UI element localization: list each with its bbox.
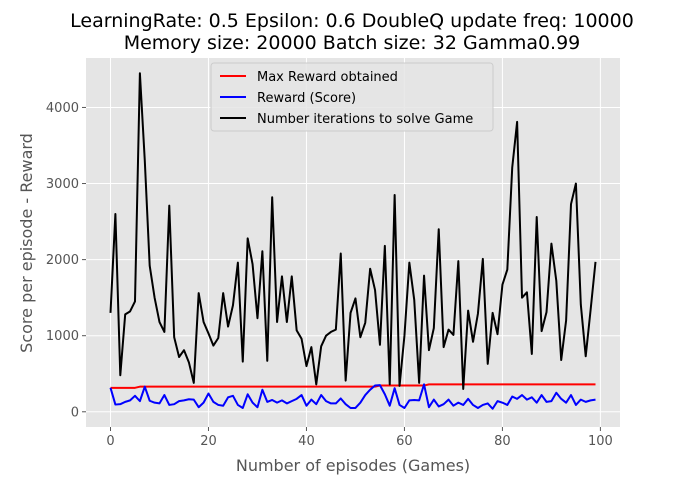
series-lines [109, 72, 597, 410]
x-axis-label: Number of episodes (Games) [236, 456, 470, 475]
y-tick-label: 3000 [46, 177, 79, 192]
legend-label-iterations: Number iterations to solve Game [257, 112, 473, 127]
legend-label-reward-score: Reward (Score) [257, 91, 356, 106]
series-iterations-line [109, 72, 597, 390]
y-tick-label: 1000 [46, 329, 79, 344]
series-reward-score-line [109, 383, 596, 410]
x-tick-label: 100 [588, 434, 613, 449]
y-axis-label: Score per episode - Reward [17, 133, 36, 353]
legend: Max Reward obtained Reward (Score) Numbe… [210, 62, 494, 132]
y-tick-label: 2000 [46, 253, 79, 268]
legend-label-max-reward: Max Reward obtained [257, 70, 398, 85]
y-tick-label: 0 [71, 405, 79, 420]
chart-title-line-1: LearningRate: 0.5 Epsilon: 0.6 DoubleQ u… [70, 10, 634, 32]
x-tick-label: 80 [494, 434, 511, 449]
x-tick-label: 60 [396, 434, 413, 449]
x-tick-label: 0 [106, 434, 114, 449]
series-max-reward-line [110, 383, 596, 389]
legend-box [210, 62, 494, 132]
x-tick-label: 40 [298, 434, 315, 449]
x-tick-label: 20 [200, 434, 217, 449]
chart-title-line-2: Memory size: 20000 Batch size: 32 Gamma0… [124, 32, 581, 54]
y-tick-label: 4000 [46, 101, 79, 116]
